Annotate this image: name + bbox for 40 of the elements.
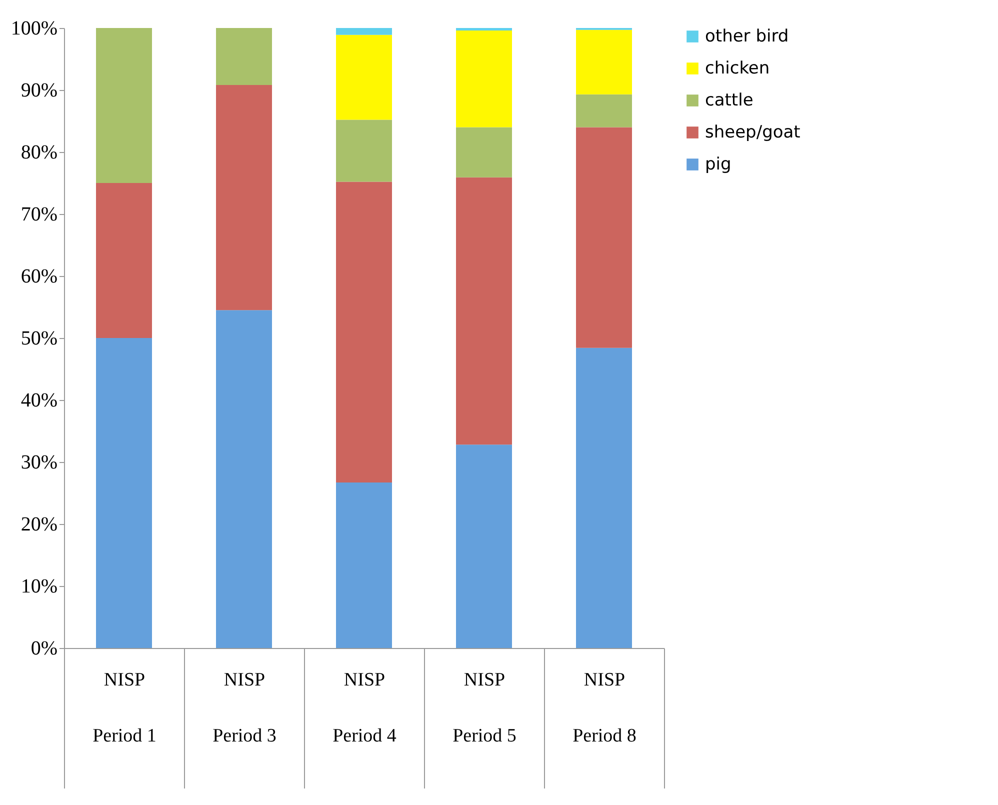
- legend-label: pig: [705, 154, 732, 174]
- bar: [576, 30, 632, 94]
- bar: [576, 348, 632, 648]
- y-tick-label: 10%: [20, 576, 58, 598]
- category-label: NISP Period 1: [92, 670, 156, 746]
- legend-label: chicken: [705, 58, 770, 78]
- category-label: NISP Period 5: [452, 670, 516, 746]
- bar: [336, 28, 392, 35]
- y-tick-label: 90%: [20, 80, 58, 102]
- bar: [336, 482, 392, 648]
- bar: [456, 30, 512, 128]
- y-tick-label: 100%: [10, 18, 58, 40]
- y-tick-label: 50%: [20, 328, 58, 350]
- bar: [456, 444, 512, 648]
- bar: [96, 338, 152, 648]
- category-label: NISP Period 3: [212, 670, 276, 746]
- bar: [456, 177, 512, 445]
- bar: [336, 34, 392, 120]
- bar: [336, 120, 392, 182]
- legend-label: sheep/goat: [705, 122, 801, 142]
- bar: [96, 183, 152, 338]
- bar: [576, 127, 632, 348]
- category-label: NISP Period 4: [332, 670, 396, 746]
- legend-label: other bird: [705, 26, 789, 46]
- bar: [336, 182, 392, 482]
- bar: [96, 28, 152, 183]
- y-tick-label: 20%: [20, 514, 58, 536]
- y-tick-label: 40%: [20, 390, 58, 412]
- bar: [216, 85, 272, 310]
- y-tick-label: 30%: [20, 452, 58, 474]
- y-tick-label: 0%: [30, 638, 58, 660]
- bar: [216, 28, 272, 86]
- legend-label: cattle: [705, 90, 754, 110]
- y-tick-label: 70%: [20, 204, 58, 226]
- y-tick-label: 80%: [20, 142, 58, 164]
- bar: [576, 94, 632, 128]
- category-label: NISP Period 8: [572, 670, 636, 746]
- bar: [456, 127, 512, 178]
- y-tick-label: 60%: [20, 266, 58, 288]
- bar: [216, 310, 272, 648]
